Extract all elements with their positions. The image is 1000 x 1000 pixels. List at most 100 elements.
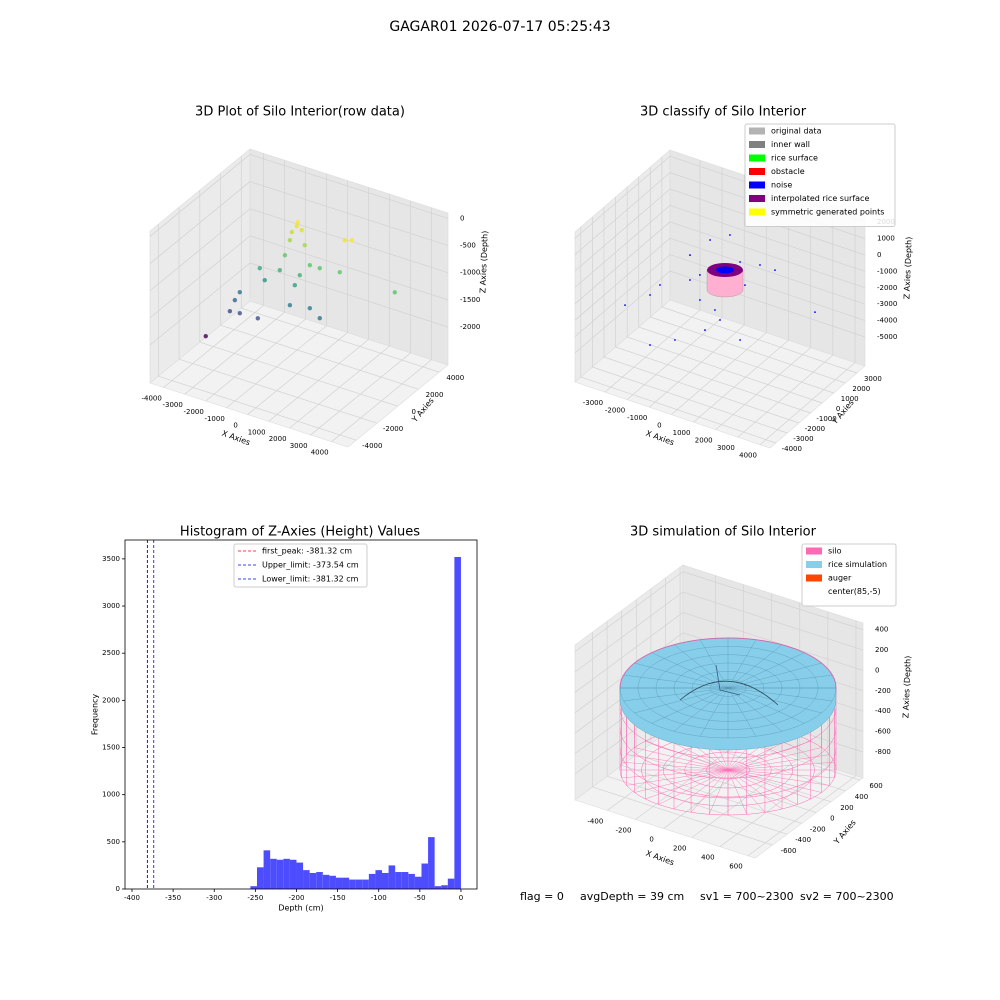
legend-label: center(85,-5)	[828, 587, 881, 596]
noise-point	[729, 234, 731, 236]
chart-title: 3D Plot of Silo Interior(row data)	[195, 105, 405, 120]
x-tick-label: -3000	[583, 399, 603, 407]
bar	[335, 877, 343, 889]
grid-line	[669, 254, 866, 321]
grid-line	[661, 306, 858, 374]
bar	[342, 877, 350, 889]
rice-mesh	[727, 687, 822, 714]
noise-point	[674, 339, 676, 341]
x-tick-label: 4000	[739, 452, 757, 460]
x-tick-label: 0	[233, 422, 237, 430]
x-tick-label: 3000	[290, 442, 308, 450]
noise-point	[624, 304, 626, 307]
grid-line	[592, 366, 788, 434]
bar	[303, 870, 310, 889]
legend-label: silo	[828, 547, 842, 556]
silo-spoke	[645, 740, 729, 771]
z-tick-label: -2000	[460, 323, 480, 331]
point	[297, 273, 302, 278]
y-tick-label: 400	[855, 793, 868, 801]
legend-label: obstacle	[771, 167, 805, 176]
silo-spoke	[727, 769, 811, 800]
silo-hoop	[619, 747, 837, 799]
y-tick-label: -4000	[362, 442, 382, 450]
grid-line	[249, 262, 449, 328]
grid-line	[574, 237, 671, 321]
x-tick-label: -200	[289, 894, 305, 902]
bar	[283, 858, 290, 889]
noise-point	[744, 284, 746, 287]
grid-line	[669, 221, 866, 289]
silo-spoke	[645, 769, 729, 800]
status-flag: flag = 0	[520, 890, 564, 903]
grid-line	[580, 376, 776, 444]
legend-swatch	[749, 127, 765, 135]
bar	[368, 873, 376, 889]
legend-swatch	[749, 154, 765, 162]
silo-spoke	[727, 769, 822, 793]
z-tick-label: -4000	[877, 317, 897, 325]
grid-line	[149, 181, 251, 264]
grid-line	[615, 346, 811, 414]
rice-mesh	[634, 687, 729, 714]
grid-line	[636, 754, 817, 813]
point	[317, 315, 322, 321]
z-tick-label: 0	[460, 214, 464, 222]
legend-label: rice surface	[771, 154, 818, 163]
rice-mesh	[634, 662, 729, 689]
x-tick-label: -2000	[183, 408, 203, 416]
silo-spoke	[626, 769, 729, 786]
bar	[355, 879, 363, 889]
grid-line	[663, 748, 772, 829]
z-tick-label: -1000	[460, 269, 480, 277]
silo-spoke	[673, 769, 729, 810]
grid-line	[638, 326, 834, 394]
grid-line	[626, 317, 723, 400]
noise-point	[649, 294, 651, 296]
y-tick-label: -2000	[805, 425, 825, 433]
noise-point	[659, 284, 661, 286]
x-axis-label: Depth (cm)	[278, 904, 323, 913]
y-tick-label: 0	[412, 408, 416, 416]
grid-line	[759, 362, 856, 445]
bar	[441, 885, 448, 889]
z-tick-label: -5000	[877, 333, 897, 341]
x-tick-label: -400	[124, 894, 140, 902]
y-tick-label: -1000	[816, 415, 836, 423]
x-tick-label: -150	[330, 894, 346, 902]
grid-line	[199, 341, 398, 407]
y-tick-label: -3000	[793, 435, 813, 443]
point	[289, 229, 295, 235]
legend-label: symmetric generated points	[771, 208, 884, 217]
point	[295, 219, 301, 225]
legend-label: rice simulation	[828, 560, 887, 569]
y-tick-label: -200	[810, 825, 826, 833]
rice-mesh	[727, 639, 757, 689]
legend-swatch	[749, 141, 765, 148]
x-tick-label: 4000	[311, 449, 329, 457]
point	[299, 227, 304, 233]
legend-label: noise	[771, 181, 792, 190]
y-tick-label: -4000	[782, 445, 802, 453]
silo-spoke	[634, 769, 729, 793]
rice-mesh	[673, 687, 729, 732]
grid-line	[241, 307, 440, 373]
grid-line	[178, 358, 378, 424]
point	[237, 289, 242, 295]
rice-mesh	[727, 652, 805, 689]
y-tick-label: 0	[116, 885, 120, 893]
grid-line	[737, 354, 834, 438]
grid-line	[669, 270, 866, 338]
bar	[250, 886, 257, 889]
y-tick-label: -400	[795, 836, 811, 844]
grid-line	[574, 205, 671, 288]
grid-line	[682, 571, 864, 630]
rice-body	[706, 269, 744, 298]
point	[317, 265, 322, 271]
z-tick-label: -1500	[460, 296, 480, 304]
bar	[309, 872, 317, 889]
noise-point	[699, 274, 701, 276]
legend-swatch	[749, 195, 765, 202]
noise-point	[699, 299, 701, 301]
